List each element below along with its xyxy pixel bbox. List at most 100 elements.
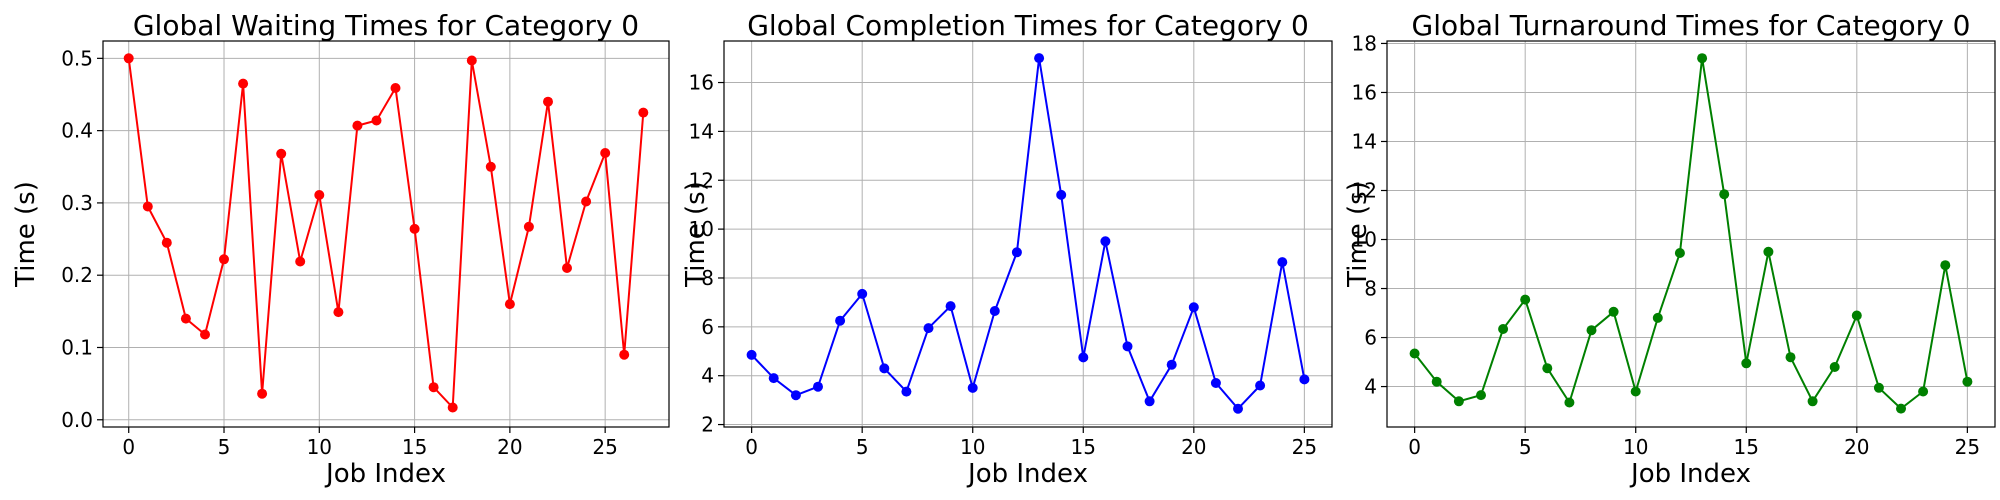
waiting-data-point	[562, 263, 572, 273]
waiting-x-tick-label: 20	[497, 435, 522, 459]
waiting-data-point	[409, 223, 420, 234]
turnaround-data-point	[1741, 358, 1752, 369]
completion-data-point	[790, 390, 801, 401]
completion-x-tick-label: 10	[960, 435, 985, 459]
turnaround-times-chart: 0 5 10 15 20 25 4 6 8 10 12 14 16 18 Global Turnaroun…	[1343, 9, 1996, 489]
waiting-data-point	[638, 107, 649, 118]
waiting-data-point	[543, 96, 553, 107]
turnaround-data-point	[1785, 352, 1796, 363]
waiting-data-point	[295, 256, 306, 267]
waiting-data-point	[123, 53, 134, 64]
waiting-data-point	[238, 78, 249, 89]
waiting-data-point	[581, 196, 592, 207]
completion-x-tick-label: 5	[856, 435, 869, 459]
completion-y-tick-label: 6	[701, 315, 714, 339]
turnaround-data-point	[1431, 376, 1442, 387]
completion-data-point	[901, 386, 912, 397]
waiting-y-tick-label: 0.4	[61, 119, 93, 143]
completion-chart-title: Global Completion Times for Category 0	[747, 9, 1309, 42]
waiting-data-point	[161, 237, 172, 248]
waiting-ticks: 0 5 10 15 20 25 0.0 0.1 0.2 0.3 0.4 0.5	[61, 46, 618, 459]
waiting-x-axis-label: Job Index	[324, 459, 446, 489]
turnaround-data-point	[1674, 248, 1685, 258]
waiting-data-point	[390, 83, 401, 93]
turnaround-y-tick-label: 4	[1364, 375, 1377, 399]
waiting-times-chart: 0 5 10 15 20 25 0.0 0.1 0.2 0.3 0.4 0.5 Global Wait…	[11, 9, 670, 489]
waiting-y-tick-label: 0.2	[61, 263, 93, 287]
waiting-data-point	[523, 221, 534, 232]
waiting-data-point	[447, 402, 458, 413]
turnaround-data-point	[1829, 362, 1840, 372]
completion-y-tick-label: 12	[689, 168, 714, 192]
completion-data-point	[1056, 189, 1067, 200]
waiting-data-point	[257, 388, 268, 399]
turnaround-grid	[1387, 41, 1995, 427]
completion-data-point	[835, 315, 846, 326]
waiting-plot-frame	[102, 40, 670, 428]
completion-data-point	[1100, 236, 1111, 247]
completion-times-chart: 0 5 10 15 20 25 2 4 6 8 10 12 14 16 Global Completion…	[681, 9, 1333, 489]
waiting-data-point	[352, 120, 363, 131]
waiting-y-tick-label: 0.1	[61, 335, 93, 359]
turnaround-data-point	[1520, 294, 1531, 305]
completion-data-point	[1233, 403, 1243, 414]
completion-data-point	[923, 323, 934, 334]
turnaround-x-tick-label: 5	[1519, 435, 1532, 459]
completion-series	[746, 53, 1310, 414]
turnaround-x-tick-label: 15	[1734, 435, 1759, 459]
turnaround-y-tick-label: 18	[1352, 31, 1377, 55]
turnaround-data-point	[1608, 306, 1619, 317]
waiting-data-point	[333, 307, 344, 318]
turnaround-data-point	[1873, 382, 1884, 393]
completion-y-tick-label: 16	[689, 71, 714, 95]
turnaround-data-point	[1409, 348, 1420, 359]
waiting-series-line	[127, 58, 645, 409]
completion-data-point	[1122, 341, 1133, 352]
completion-data-point	[746, 349, 757, 360]
waiting-x-tick-label: 10	[307, 435, 332, 459]
waiting-x-tick-label: 25	[592, 435, 617, 459]
completion-data-point	[1277, 257, 1288, 268]
waiting-y-tick-label: 0.3	[61, 191, 93, 215]
completion-data-point	[1078, 352, 1089, 363]
turnaround-data-point	[1542, 363, 1553, 374]
turnaround-data-point	[1763, 246, 1774, 257]
waiting-x-tick-label: 5	[218, 435, 231, 459]
turnaround-x-axis-label: Job Index	[1629, 459, 1751, 489]
waiting-data-point	[485, 161, 496, 172]
completion-data-point	[1166, 359, 1177, 370]
turnaround-data-point	[1851, 310, 1862, 321]
waiting-data-point	[276, 148, 287, 159]
completion-data-point	[857, 288, 868, 299]
completion-data-point	[1299, 374, 1310, 385]
turnaround-y-tick-label: 6	[1364, 326, 1377, 350]
turnaround-x-tick-label: 25	[1955, 435, 1980, 459]
completion-x-tick-label: 0	[745, 435, 758, 459]
completion-data-point	[1188, 302, 1199, 313]
completion-y-tick-label: 4	[701, 364, 714, 388]
completion-data-point	[1034, 53, 1045, 64]
waiting-data-point	[504, 299, 515, 310]
completion-y-tick-label: 2	[701, 413, 714, 437]
turnaround-y-tick-label: 8	[1364, 277, 1377, 301]
waiting-data-point	[600, 148, 611, 158]
waiting-data-point	[466, 55, 477, 66]
turnaround-data-point	[1564, 397, 1575, 408]
waiting-data-point	[428, 382, 439, 393]
turnaround-ticks: 0 5 10 15 20 25 4 6 8 10 12 14 16 18	[1352, 31, 1981, 459]
waiting-x-tick-label: 15	[402, 435, 427, 459]
turnaround-data-point	[1697, 53, 1708, 64]
completion-x-tick-label: 20	[1181, 435, 1206, 459]
completion-data-point	[879, 363, 890, 374]
turnaround-x-tick-label: 0	[1408, 435, 1421, 459]
completion-data-point	[1011, 247, 1022, 258]
waiting-data-point	[142, 201, 153, 212]
turnaround-data-point	[1962, 376, 1973, 387]
waiting-data-point	[314, 190, 325, 200]
turnaround-data-point	[1476, 390, 1486, 401]
turnaround-data-point	[1498, 324, 1509, 334]
waiting-series	[123, 53, 649, 413]
turnaround-data-point	[1896, 403, 1906, 414]
waiting-y-tick-label: 0.5	[61, 46, 93, 70]
